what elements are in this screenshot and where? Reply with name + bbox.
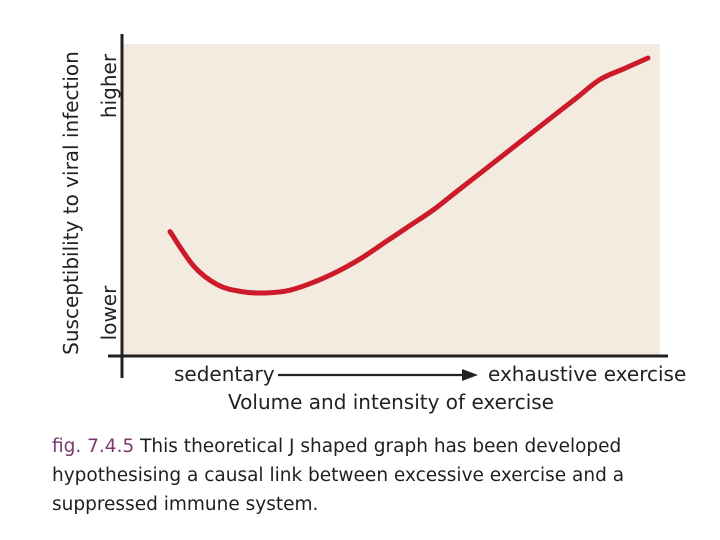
y-axis-low-label: lower bbox=[97, 285, 121, 340]
figure-label: fig. 7.4.5 bbox=[52, 436, 135, 457]
plot-background bbox=[123, 44, 660, 356]
x-axis-title: Volume and intensity of exercise bbox=[228, 390, 554, 414]
x-axis-left-label: sedentary bbox=[174, 362, 275, 386]
j-curve-series-line bbox=[167, 55, 651, 296]
chart: Susceptibility to viral infection higher… bbox=[59, 34, 686, 414]
figure-caption: fig. 7.4.5 This theoretical J shaped gra… bbox=[52, 432, 692, 519]
figure-caption-text: This theoretical J shaped graph has been… bbox=[52, 436, 625, 515]
y-axis-title: Susceptibility to viral infection bbox=[59, 51, 83, 355]
x-axis-right-label: exhaustive exercise bbox=[488, 362, 686, 386]
x-direction-arrowhead bbox=[462, 369, 478, 381]
y-axis-high-label: higher bbox=[97, 53, 121, 118]
